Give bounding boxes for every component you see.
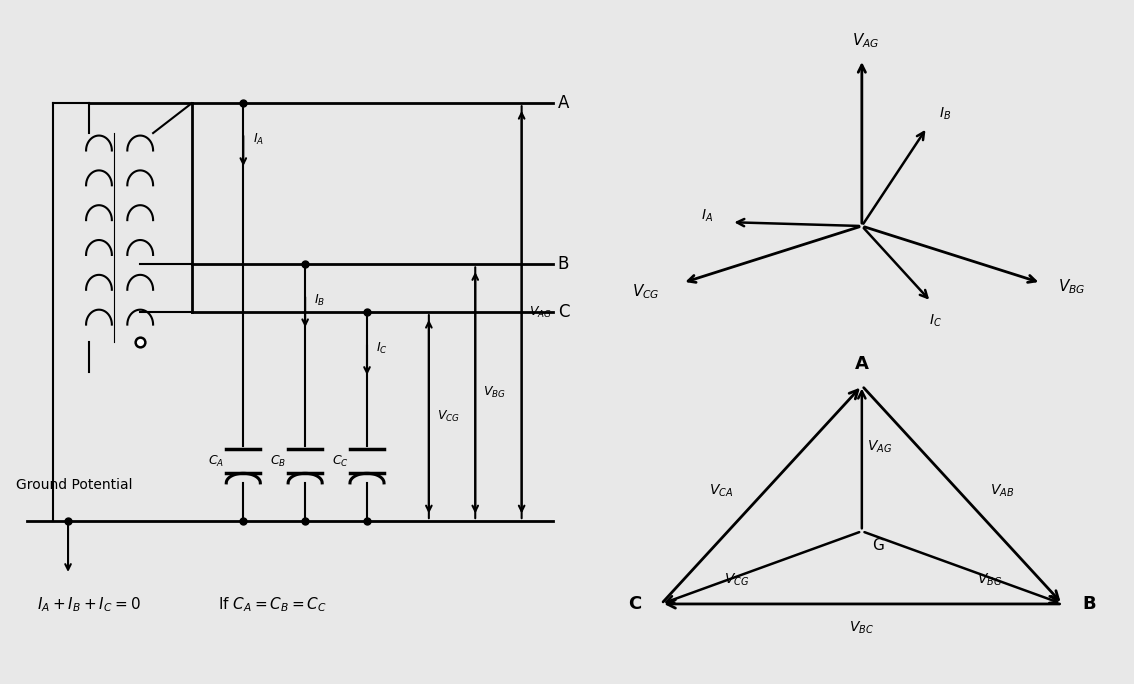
Text: Ground Potential: Ground Potential [17,478,133,492]
Text: $V_{BG}$: $V_{BG}$ [1058,277,1086,296]
Text: B: B [558,255,569,274]
Text: $C_A$: $C_A$ [209,454,225,469]
Text: $V_{CG}$: $V_{CG}$ [725,571,750,588]
Text: $V_{AB}$: $V_{AB}$ [990,483,1015,499]
Text: A: A [558,94,569,112]
Text: C: C [558,303,569,321]
Text: $I_A$: $I_A$ [701,208,713,224]
Text: $V_{CG}$: $V_{CG}$ [437,409,459,424]
Text: G: G [872,538,883,553]
Text: C: C [628,595,641,613]
Text: B: B [1083,595,1097,613]
Text: $I_A$: $I_A$ [253,131,263,146]
Text: $I_A+I_B+I_C = 0$: $I_A+I_B+I_C = 0$ [37,595,141,614]
Text: $I_B$: $I_B$ [939,105,951,122]
Text: $V_{AG}$: $V_{AG}$ [852,31,880,49]
Text: $V_{BG}$: $V_{BG}$ [483,385,506,400]
Text: $V_{CG}$: $V_{CG}$ [632,282,660,302]
Text: $V_{AG}$: $V_{AG}$ [866,438,892,455]
Text: $I_B$: $I_B$ [314,293,325,308]
Text: $C_B$: $C_B$ [270,454,287,469]
Text: $V_{AG}$: $V_{AG}$ [530,304,552,319]
Text: $V_{BG}$: $V_{BG}$ [978,571,1002,588]
Text: $V_{BC}$: $V_{BC}$ [849,620,874,636]
Text: $C_C$: $C_C$ [332,454,348,469]
Text: A: A [855,354,869,373]
Text: If $C_A = C_B = C_C$: If $C_A = C_B = C_C$ [218,595,327,614]
Text: $I_C$: $I_C$ [376,341,388,356]
Text: $V_{CA}$: $V_{CA}$ [709,483,734,499]
Text: $I_C$: $I_C$ [929,313,941,329]
